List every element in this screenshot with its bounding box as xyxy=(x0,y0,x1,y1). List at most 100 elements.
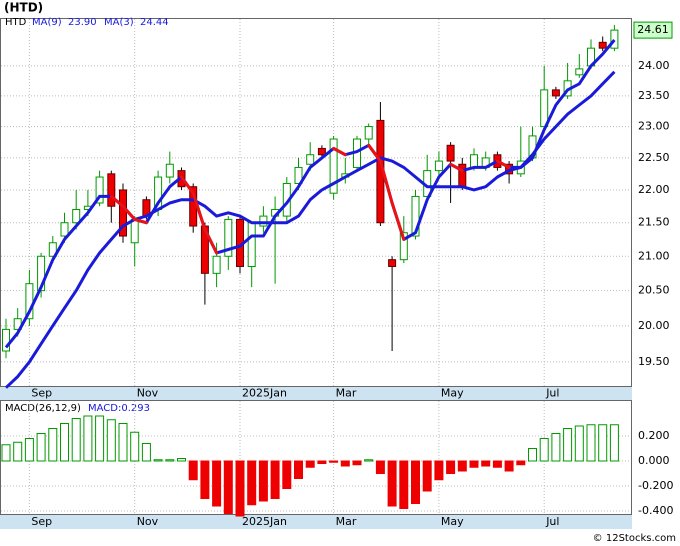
macd-bar xyxy=(352,460,362,466)
x-tick-label: Nov xyxy=(137,515,159,528)
macd-bar xyxy=(469,460,479,468)
y-tick-label: 20.00 xyxy=(638,319,670,332)
macd-bar xyxy=(528,448,537,462)
candle-body xyxy=(329,138,338,194)
falling-segment xyxy=(180,175,195,195)
macd-bar xyxy=(574,425,584,462)
macd-bar xyxy=(106,419,116,462)
macd-bar xyxy=(1,444,11,462)
macd-bar xyxy=(282,460,292,489)
macd-bar xyxy=(165,459,175,462)
macd-bar xyxy=(258,460,268,502)
macd-bar xyxy=(411,460,420,504)
macd-bar xyxy=(317,460,327,464)
candle-body xyxy=(388,259,397,267)
falling-segment xyxy=(378,159,394,205)
candle-body xyxy=(95,176,104,204)
macd-bar xyxy=(457,460,467,472)
candle-body xyxy=(107,173,116,207)
x-tick-label: Nov xyxy=(137,387,159,400)
falling-segment xyxy=(495,159,511,169)
macd-bar xyxy=(153,459,163,462)
macd-bar xyxy=(71,418,81,462)
candle-body xyxy=(575,68,584,76)
y-tick-label: 21.50 xyxy=(638,216,670,229)
macd-bar xyxy=(48,428,58,462)
x-tick-label: 2025Jan xyxy=(242,387,287,400)
candle-body xyxy=(446,144,455,162)
falling-segment xyxy=(367,143,382,163)
y-tick-label: 20.50 xyxy=(638,284,670,297)
y-tick-label: 0.000 xyxy=(638,454,670,467)
candle-body xyxy=(470,154,478,168)
y-tick-label: 0.200 xyxy=(638,429,670,442)
falling-segment xyxy=(203,227,219,255)
falling-segment xyxy=(332,146,347,157)
macd-bar xyxy=(446,460,456,474)
macd-bar xyxy=(563,428,573,462)
macd-bar xyxy=(586,424,596,462)
macd-title: MACD(26,12,9) xyxy=(5,403,81,414)
x-tick-label: Mar xyxy=(336,515,357,528)
candle-body xyxy=(317,147,326,156)
macd-bar xyxy=(60,423,69,462)
y-tick-label: 23.50 xyxy=(638,89,670,102)
x-tick-label: May xyxy=(441,515,464,528)
macd-bar xyxy=(118,423,128,462)
moving-average-line xyxy=(4,70,616,389)
macd-bar xyxy=(235,460,245,517)
macd-bar xyxy=(212,460,222,507)
macd-bar xyxy=(551,433,561,462)
candle-body xyxy=(306,154,315,165)
macd-bar xyxy=(177,458,186,462)
macd-bar xyxy=(188,460,198,481)
macd-bar xyxy=(305,460,315,468)
x-tick-label: Mar xyxy=(336,387,357,400)
footer: © 12Stocks.com xyxy=(593,533,676,544)
macd-bar xyxy=(223,460,233,514)
candle-body xyxy=(165,163,174,178)
falling-segment xyxy=(109,194,125,208)
candle-body xyxy=(48,242,57,257)
macd-bar xyxy=(83,415,93,462)
macd-bar xyxy=(516,460,526,466)
candle-body xyxy=(434,160,443,172)
falling-segment xyxy=(191,191,207,231)
macd-bar xyxy=(609,424,619,462)
macd-bar xyxy=(422,460,432,492)
candle-body xyxy=(598,41,607,49)
macd-panel-frame xyxy=(0,400,632,515)
legend-entry: MA(9) xyxy=(32,17,62,28)
y-tick-label: 23.00 xyxy=(638,120,670,133)
macd-bar xyxy=(481,460,491,467)
candle-body xyxy=(247,222,256,267)
candle-body xyxy=(72,209,81,224)
candle-body xyxy=(259,215,268,227)
macd-bar xyxy=(130,431,140,462)
legend-symbol: HTD xyxy=(5,17,27,28)
candle-body xyxy=(2,328,10,352)
price-panel-frame xyxy=(0,18,632,387)
legend-entry: MA(3) xyxy=(104,17,134,28)
macd-bar xyxy=(24,438,34,462)
macd-bar xyxy=(95,415,105,462)
macd-bar xyxy=(270,460,280,499)
x-tick-label: Jul xyxy=(545,515,559,528)
x-tick-label: May xyxy=(441,387,464,400)
macd-bar xyxy=(294,460,303,479)
y-tick-label: 22.50 xyxy=(638,151,670,164)
macd-bar xyxy=(375,460,385,474)
x-axis-band xyxy=(0,515,632,529)
candle-body xyxy=(60,222,69,237)
last-price-label: 24.61 xyxy=(637,23,669,36)
falling-segment xyxy=(133,217,148,225)
candle-body xyxy=(224,218,233,257)
candle-body xyxy=(212,255,221,274)
macd-bar xyxy=(434,460,444,481)
macd-bar xyxy=(539,438,549,462)
macd-bar xyxy=(340,460,350,467)
falling-segment xyxy=(390,201,406,241)
candle-body xyxy=(399,232,408,261)
